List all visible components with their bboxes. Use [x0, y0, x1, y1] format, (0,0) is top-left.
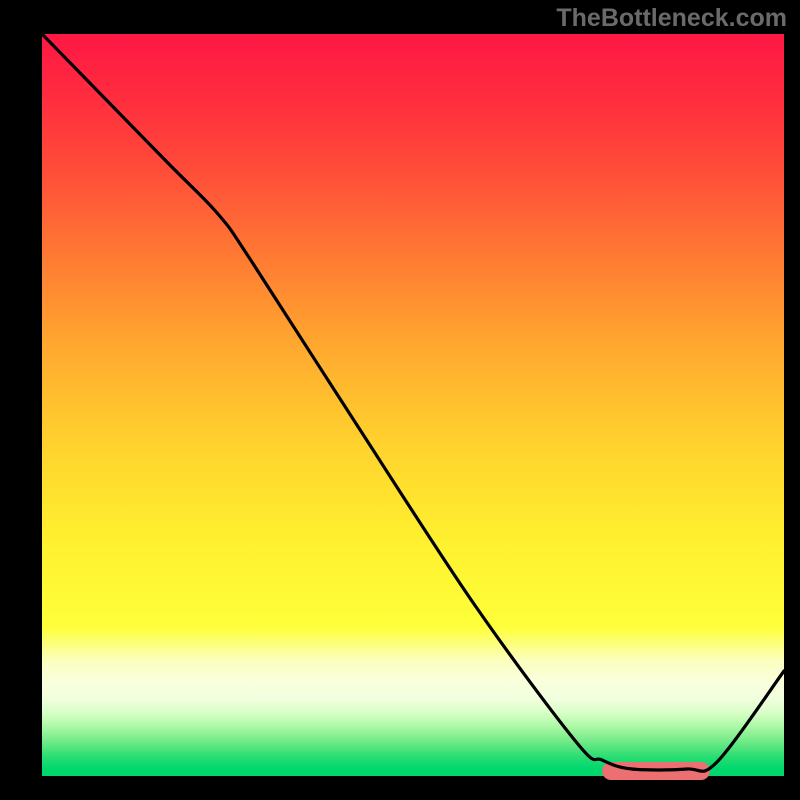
chart-container: { "chart": { "type": "line", "canvas": {…	[0, 0, 800, 800]
curve-svg	[42, 34, 784, 776]
plot-area	[42, 34, 784, 776]
watermark: TheBottleneck.com	[556, 4, 787, 33]
performance-curve	[42, 34, 784, 771]
